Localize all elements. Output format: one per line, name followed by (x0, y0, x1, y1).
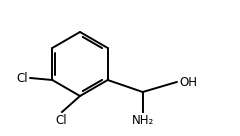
Text: NH₂: NH₂ (132, 114, 154, 127)
Text: Cl: Cl (17, 72, 28, 84)
Text: OH: OH (180, 75, 198, 89)
Text: Cl: Cl (55, 114, 67, 127)
